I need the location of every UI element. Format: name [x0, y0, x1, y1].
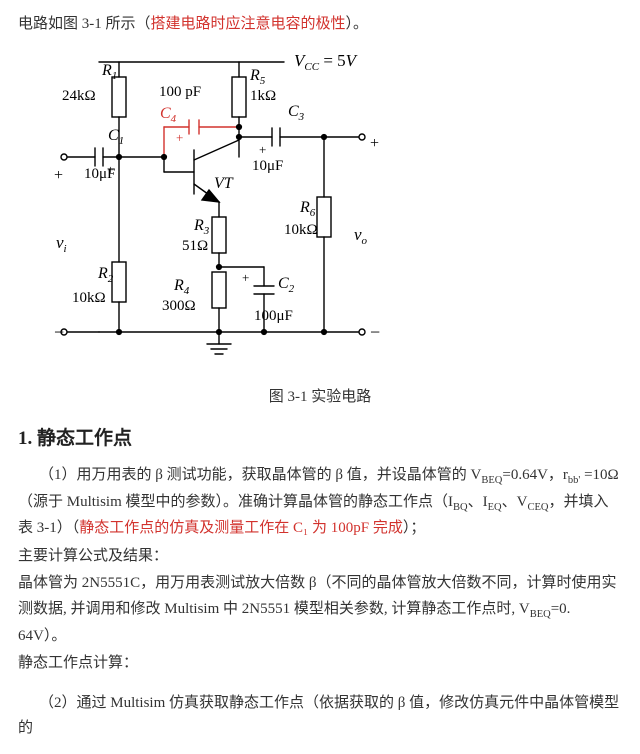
section-1-warn: 静态工作点的仿真及测量工作在 C₁ 为 100pF 完成	[79, 520, 403, 536]
figure-caption: 图 3-1 实验电路	[18, 385, 622, 411]
c3-value: 10μF	[252, 158, 283, 174]
intro-close: ）。	[346, 16, 369, 32]
r5-value: 1kΩ	[250, 88, 276, 104]
r4-value: 300Ω	[162, 298, 196, 314]
vcc-label: VCC = 5V	[294, 51, 359, 73]
c3-plus: +	[259, 142, 266, 157]
r2-name: R2	[97, 265, 114, 285]
section-1-title: 1. 静态工作点	[18, 423, 622, 455]
c3-name: C3	[288, 103, 305, 123]
c1-name: C1	[108, 127, 124, 147]
circuit-svg: VCC = 5V R1 24kΩ R5 1kΩ 100 pF C4 +	[54, 42, 399, 372]
vo-label: vo	[354, 225, 368, 247]
r6-value: 10kΩ	[284, 222, 318, 238]
r4-name: R4	[173, 277, 190, 297]
c4-value: 100 pF	[159, 84, 201, 100]
section-1-p1: （1）用万用表的 β 测试功能，获取晶体管的 β 值，并设晶体管的 VBEQ=0…	[18, 463, 622, 542]
r2-value: 10kΩ	[72, 290, 106, 306]
c4-plus: +	[176, 130, 183, 145]
vt-label: VT	[214, 175, 234, 192]
out-minus: −	[370, 322, 380, 342]
out-plus: +	[370, 135, 379, 152]
in-plus: +	[54, 167, 63, 184]
section-1-p5: （2）通过 Multisim 仿真获取静态工作点（依据获取的 β 值，修改仿真元…	[18, 691, 622, 742]
c2-name: C2	[278, 275, 295, 295]
vi-label: vi	[56, 233, 67, 255]
r1-name: R1	[101, 62, 117, 82]
section-1-p3: 晶体管为 2N5551C，用万用表测试放大倍数 β（不同的晶体管放大倍数不同，计…	[18, 571, 622, 649]
c2-value: 100μF	[254, 308, 293, 324]
r1-value: 24kΩ	[62, 88, 96, 104]
c2-plus: +	[242, 270, 249, 285]
c4-name: C4	[160, 105, 177, 125]
r3-name: R3	[193, 217, 210, 237]
r5-name: R5	[249, 67, 266, 87]
section-1-p2: 主要计算公式及结果：	[18, 544, 622, 570]
intro-plain: 电路如图 3-1 所示（	[18, 16, 151, 32]
spacer	[18, 679, 622, 689]
intro-warning: 搭建电路时应注意电容的极性	[151, 16, 346, 32]
section-1-p4: 静态工作点计算：	[18, 651, 622, 677]
in-minus: −	[54, 322, 64, 342]
c1-value: 10μF	[84, 166, 115, 182]
intro-line: 电路如图 3-1 所示（搭建电路时应注意电容的极性）。	[18, 12, 622, 38]
r6-name: R6	[299, 199, 316, 219]
r3-value: 51Ω	[182, 238, 208, 254]
circuit-diagram: VCC = 5V R1 24kΩ R5 1kΩ 100 pF C4 +	[54, 42, 622, 382]
